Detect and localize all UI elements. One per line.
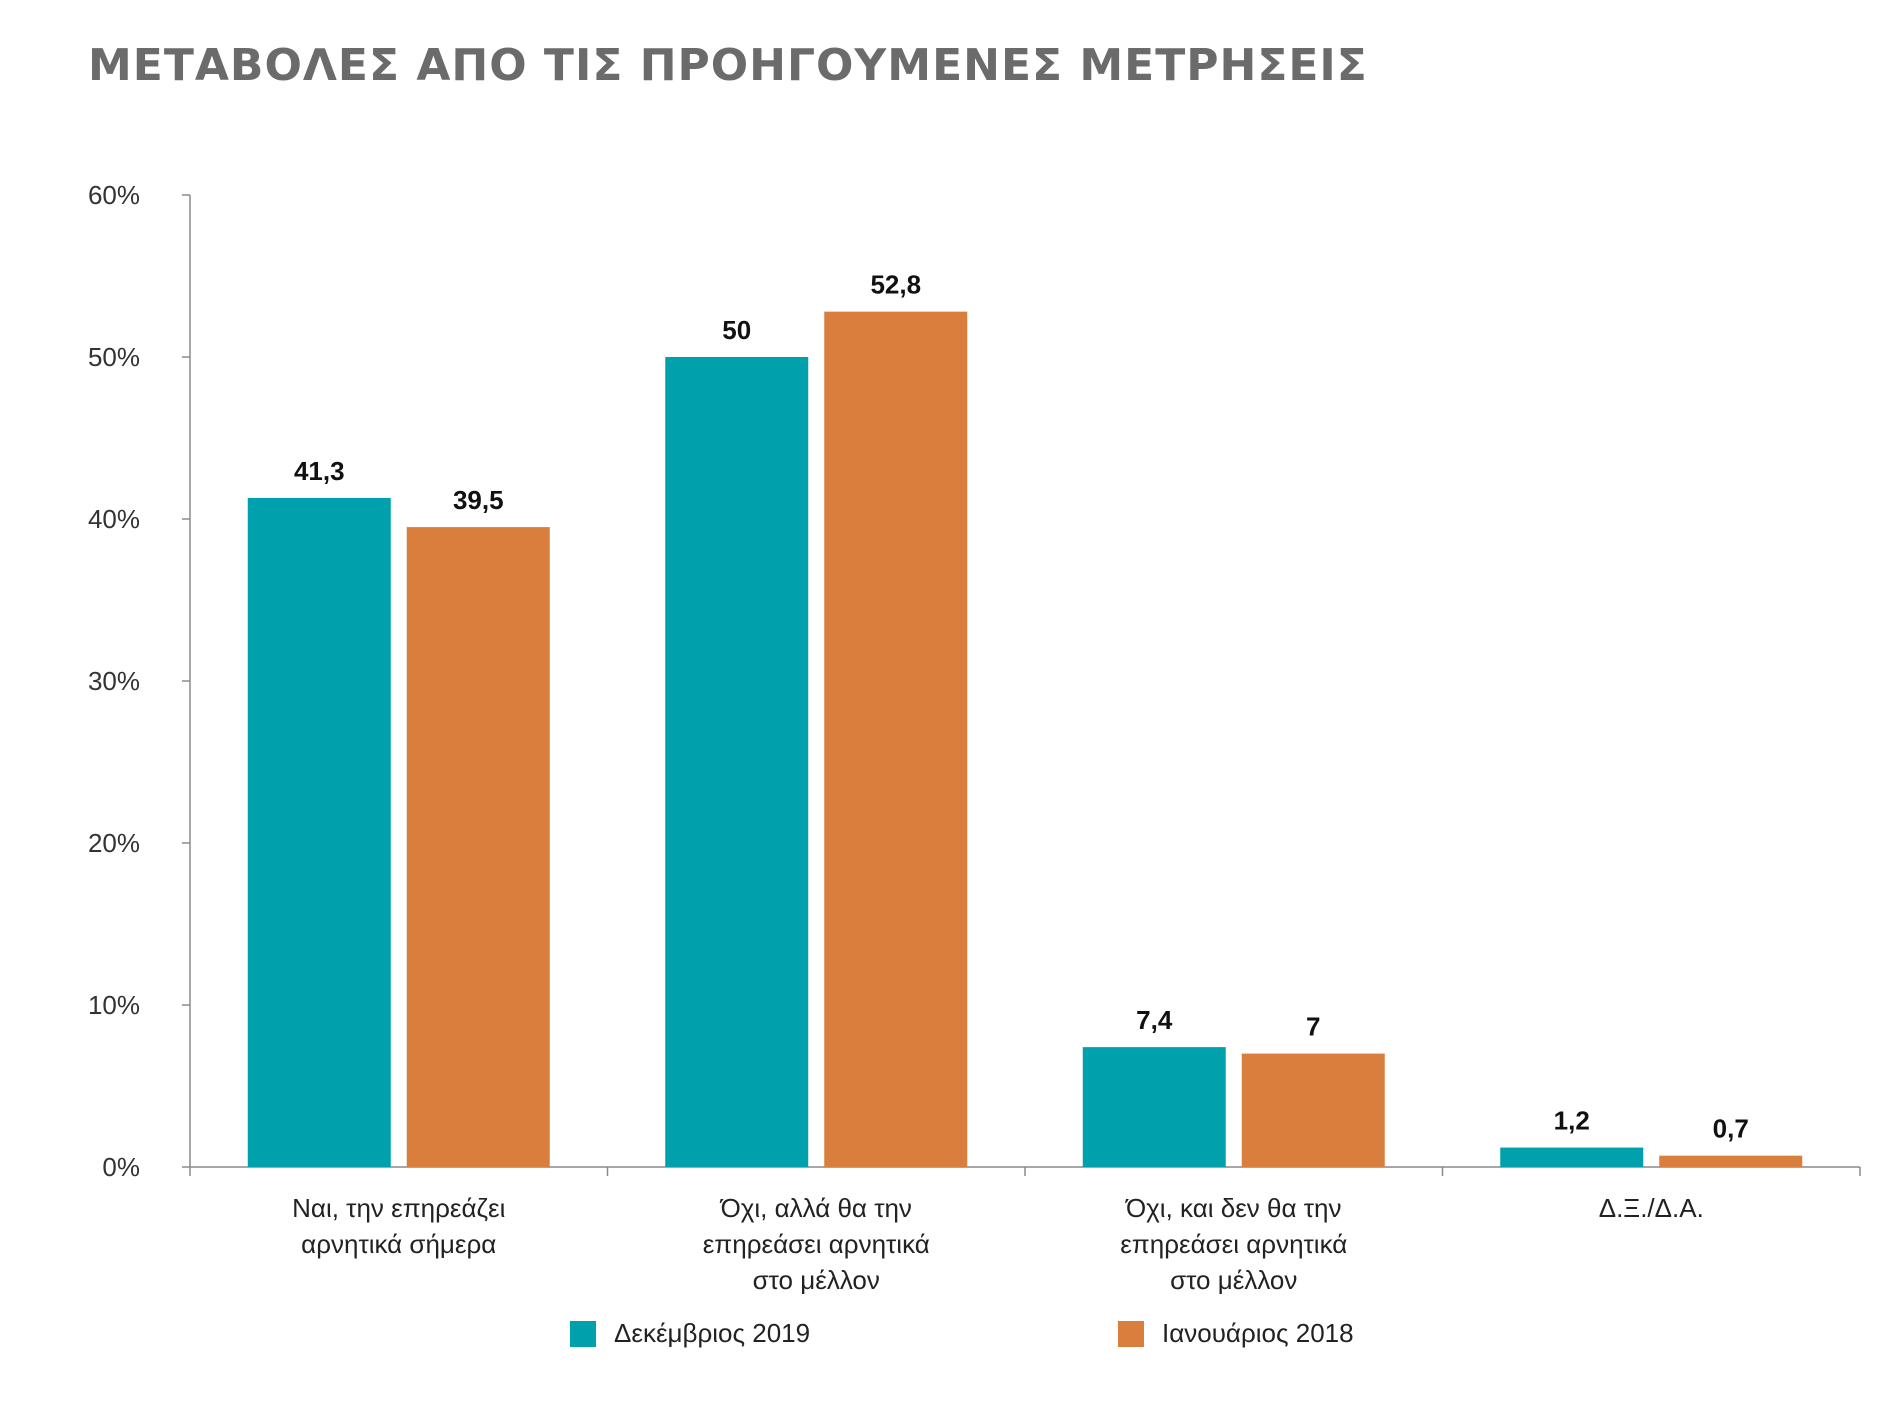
y-tick-label: 30% (88, 666, 140, 696)
data-label: 1,2 (1554, 1106, 1590, 1136)
data-label: 7 (1306, 1012, 1320, 1042)
bar-dec-2019 (1082, 1047, 1226, 1167)
legend-swatch-dec-2019 (570, 1320, 596, 1347)
bar-jan-2018 (1659, 1155, 1803, 1167)
bar-jan-2018 (406, 527, 550, 1167)
legend-swatch-jan-2018 (1118, 1320, 1144, 1347)
bar-dec-2019 (1500, 1147, 1644, 1167)
y-tick-label: 60% (88, 180, 140, 210)
y-tick-label: 50% (88, 342, 140, 372)
x-category-label: Όχι, αλλά θα την επηρεάσει αρνητικά στο μέ… (703, 1193, 930, 1295)
data-label: 50 (722, 315, 751, 345)
legend-item-dec-2019: Δεκέμβριος 2019 (570, 1318, 810, 1349)
x-category-label: Δ.Ξ./Δ.Α. (1599, 1193, 1704, 1223)
y-tick-label: 10% (88, 990, 140, 1020)
data-label: 0,7 (1713, 1114, 1749, 1144)
chart-title: ΜΕΤΑΒΟΛΕΣ ΑΠΟ ΤΙΣ ΠΡΟΗΓΟΥΜΕΝΕΣ ΜΕΤΡΗΣΕΙΣ (88, 40, 1368, 91)
data-label: 41,3 (294, 456, 345, 486)
bar-jan-2018 (1241, 1053, 1385, 1167)
y-tick-label: 20% (88, 828, 140, 858)
legend-label-dec-2019: Δεκέμβριος 2019 (614, 1318, 811, 1348)
bar-jan-2018 (824, 311, 968, 1167)
data-label: 39,5 (453, 485, 504, 515)
legend-label-jan-2018: Ιανουάριος 2018 (1162, 1318, 1354, 1348)
y-tick-label: 0% (102, 1152, 140, 1182)
data-label: 52,8 (870, 270, 921, 300)
bar-dec-2019 (665, 357, 809, 1167)
legend-item-jan-2018: Ιανουάριος 2018 (1118, 1318, 1354, 1349)
x-category-label: Ναι, την επηρεάζει αρνητικά σήμερα (292, 1193, 505, 1259)
legend: Δεκέμβριος 2019 Ιανουάριος 2018 (0, 1318, 1894, 1358)
data-label: 7,4 (1136, 1005, 1173, 1035)
x-category-label: Όχι, και δεν θα την επηρεάσει αρνητικά στο… (1120, 1193, 1347, 1295)
y-tick-label: 40% (88, 504, 140, 534)
bar-dec-2019 (247, 497, 391, 1167)
